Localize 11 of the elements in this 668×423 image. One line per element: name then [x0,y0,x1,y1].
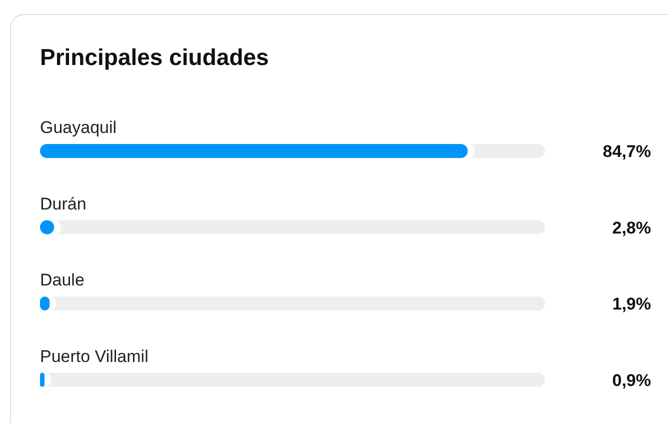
chart-title: Principales ciudades [40,44,269,71]
bar [40,144,468,158]
data-label: 0,9% [612,370,651,390]
y-tick-label: Durán [40,194,86,214]
data-label: 1,9% [612,294,651,314]
y-tick-label: Puerto Villamil [40,346,148,366]
data-label: 2,8% [612,218,651,238]
bar [40,372,45,387]
y-tick-label: Daule [40,270,84,290]
data-label: 84,7% [602,142,651,161]
y-tick-label: Guayaquil [40,118,117,137]
